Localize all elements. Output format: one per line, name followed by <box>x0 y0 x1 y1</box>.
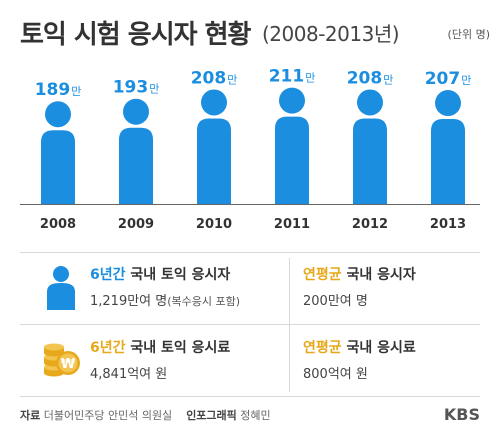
x-tick-label-2010: 2010 <box>196 217 232 232</box>
stat-annual-applicants: 연평균 국내 응시자 200만여 명 <box>303 264 416 309</box>
bar-body-2012 <box>353 118 387 204</box>
stat-annual-fees: 연평균 국내 응시료 800억여 원 <box>303 337 416 382</box>
stat-total-fees-value: 4,841억여 원 <box>90 367 168 382</box>
x-tick-label-2009: 2009 <box>118 217 154 232</box>
bar-body-2008 <box>41 130 75 204</box>
page-title: 토익 시험 응시자 현황 <box>20 20 251 50</box>
x-tick-label-2012: 2012 <box>352 217 388 232</box>
bar-head-2011 <box>279 87 305 114</box>
person-icon <box>47 266 75 310</box>
bar-2008 <box>41 101 75 204</box>
data-label-2009: 193만 <box>113 78 160 98</box>
stats-top-divider <box>20 252 480 253</box>
won-coins-icon: ₩ <box>44 343 80 377</box>
stats-vertical-divider <box>289 258 290 392</box>
bar-head-2008 <box>45 101 71 128</box>
bar-body-2009 <box>119 127 153 204</box>
bar-head-2010 <box>201 89 227 116</box>
stat-total-fees-head: 국내 토익 응시료 <box>125 340 231 356</box>
x-tick-label-2013: 2013 <box>430 217 466 232</box>
stat-total-applicants-value: 1,219만여 명 <box>90 294 168 309</box>
stat-annual-fees-value: 800억여 원 <box>303 367 368 382</box>
stat-total-fees: 6년간 국내 토익 응시료 4,841억여 원 <box>90 337 230 382</box>
stat-total-fees-highlight: 6년간 <box>90 340 126 356</box>
stat-total-applicants-highlight: 6년간 <box>90 267 126 283</box>
stat-annual-applicants-head: 국내 응시자 <box>341 267 416 283</box>
bar-body-2011 <box>275 116 309 204</box>
data-label-2008: 189만 <box>35 80 82 100</box>
data-label-2010: 208만 <box>191 68 238 88</box>
bar-head-2013 <box>435 90 461 117</box>
stats-middle-divider <box>20 324 480 325</box>
title-row: 토익 시험 응시자 현황 (2008-2013년) (단위 명) <box>20 14 490 54</box>
stat-total-applicants: 6년간 국내 토익 응시자 1,219만여 명(복수응시 포함) <box>90 264 240 309</box>
bar-head-2012 <box>357 89 383 116</box>
bar-2011 <box>275 87 309 204</box>
source-label: 자료 <box>20 409 41 422</box>
bar-2009 <box>119 98 153 204</box>
chart-svg: 189만 2008 193만 2009 208만 2010 211만 2011 208만 2012… <box>20 67 480 232</box>
bar-2010 <box>197 89 231 204</box>
stats-panel: 6년간 국내 토익 응시자 1,219만여 명(복수응시 포함) 연평균 국내 … <box>20 252 480 397</box>
source-value: 더불어민주당 안민석 의원실 <box>43 409 173 422</box>
bar-body-2010 <box>197 118 231 204</box>
graphic-value: 정혜민 <box>240 409 271 422</box>
kbs-logo-text: KBS <box>443 404 480 424</box>
kbs-logo: KBS <box>444 404 480 424</box>
x-tick-label-2008: 2008 <box>40 217 76 232</box>
stat-annual-fees-highlight: 연평균 <box>303 340 342 356</box>
bar-2013 <box>431 90 465 204</box>
data-label-2013: 207만 <box>425 69 472 89</box>
bar-2012 <box>353 89 387 204</box>
stats-bottom-divider <box>20 396 480 397</box>
stat-annual-applicants-highlight: 연평균 <box>303 267 342 283</box>
data-label-2012: 208만 <box>347 68 394 88</box>
graphic-label: 인포그래픽 <box>186 409 237 422</box>
page-subtitle: (2008-2013년) <box>262 22 400 46</box>
stat-annual-fees-head: 국내 응시료 <box>341 340 416 356</box>
unit-label: (단위 명) <box>447 28 490 41</box>
x-tick-label-2011: 2011 <box>274 217 310 232</box>
bar-head-2009 <box>123 98 149 125</box>
data-label-2011: 211만 <box>269 67 316 87</box>
stat-total-applicants-head: 국내 토익 응시자 <box>125 267 231 283</box>
bar-body-2013 <box>431 119 465 204</box>
bar-chart: 189만 2008 193만 2009 208만 2010 211만 2011 208만 2012… <box>0 56 500 246</box>
stat-total-applicants-note: (복수응시 포함) <box>167 295 241 308</box>
svg-text:₩: ₩ <box>61 357 76 372</box>
footer: 자료 더불어민주당 안민석 의원실 인포그래픽 정혜민 KBS <box>20 404 480 426</box>
stat-annual-applicants-value: 200만여 명 <box>303 294 368 309</box>
